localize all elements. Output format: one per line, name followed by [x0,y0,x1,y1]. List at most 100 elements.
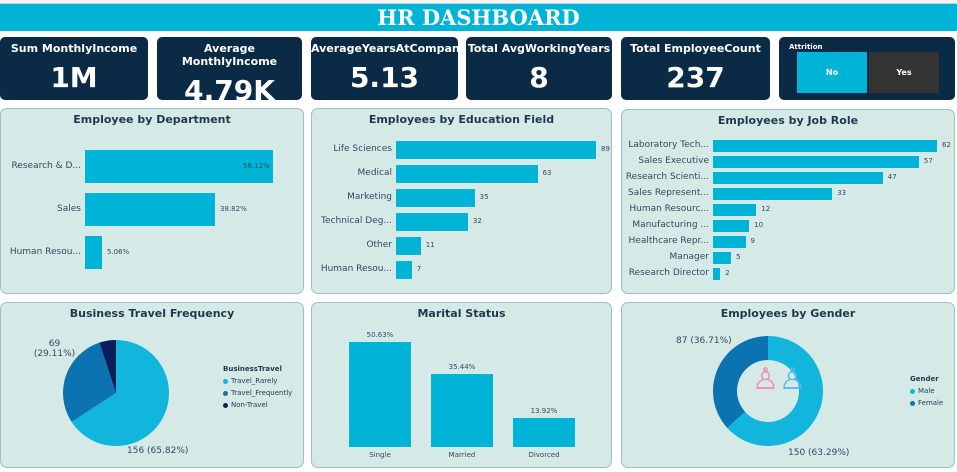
data-label: 33 [837,189,847,197]
legend: BusinessTravel Travel_Rarely Travel_Freque… [223,365,292,409]
menu-strip [0,0,957,4]
data-label: 156 (65.82%) [127,446,189,456]
legend-label: Travel_Rarely [231,377,278,385]
legend: Gender Male Female [910,375,943,407]
panel-education-field: Employees by Education Field Life Science… [311,108,612,294]
chart-title: Employee by Department [73,113,231,126]
data-label: 63 [542,169,552,177]
data-label: 32 [472,217,482,225]
legend-dot [223,402,228,408]
chart-title: Employees by Job Role [717,114,859,127]
category-label: Medical [357,168,392,178]
pie-chart [713,336,823,446]
category-label: Life Sciences [333,144,392,154]
category-label: Married [448,451,476,459]
kpi-label: Total AvgWorkingYears [467,42,611,55]
bar [713,220,750,232]
category-label: Human Resou... [9,246,81,257]
chart-title: Marital Status [417,307,506,320]
category-label: Other [366,240,392,250]
data-label: 9 [750,237,755,245]
kpi-value: 1M [50,61,98,94]
legend-label: Female [918,399,944,407]
panel-business-travel: Business Travel Frequency BusinessTravel T… [0,302,304,468]
category-label: Single [369,451,391,459]
data-label: 5.06% [106,247,130,256]
bar [396,261,412,279]
data-label: 13.92% [530,407,558,416]
bar [713,172,883,184]
bar [431,373,493,447]
data-label: 69 (29.11%) [33,339,76,359]
category-label: Research & D... [11,160,81,171]
people-icon: ♙♙ [752,362,806,397]
kpi-value: 8 [529,61,549,94]
legend-dot [910,400,915,406]
bar [713,140,937,152]
attrition-label: Attrition [789,43,823,51]
bar [396,213,468,231]
data-label: 150 (63.29%) [788,448,850,458]
attrition-no-button[interactable]: No [797,52,867,93]
legend-item: Female [910,399,943,407]
legend-item: Travel_Frequently [223,389,292,397]
kpi-label: Sum MonthlyIncome [10,42,138,55]
chart-title: Business Travel Frequency [69,307,235,320]
bar [713,188,833,200]
data-label: 7 [416,265,422,273]
category-label: Research Scienti... [625,172,709,182]
panel-gender: Employees by Gender Gender Male Female 150 (… [621,302,955,468]
category-label: Sales Executive [638,156,709,166]
data-label: 35 [479,193,489,201]
kpi-card-working-years: Total AvgWorkingYears 8 [466,37,612,100]
bar [85,236,102,269]
attrition-slicer: Attrition No Yes [779,37,955,100]
kpi-value: 5.13 [349,61,420,94]
bar [396,237,421,255]
kpi-label: Average MonthlyIncome [181,42,278,68]
panel-marital-status: Marital Status 50.63% Single 35.44% Married 1… [311,302,612,468]
legend-dot [223,378,228,384]
legend-item: Male [910,387,943,395]
bar [713,268,721,280]
legend-item: Non-Travel [223,401,292,409]
data-label: 89 [601,145,610,153]
category-label: Sales [57,203,81,214]
category-label: Manager [669,252,709,262]
data-label: 10 [754,221,764,229]
kpi-label: Total EmployeeCount [630,42,761,55]
kpi-card-avg-income: Average MonthlyIncome 4.79K [157,37,302,107]
bar [396,141,596,159]
legend-dot [223,390,228,396]
pie-slice [63,342,116,422]
pie-slice [727,336,823,446]
bar [713,252,732,264]
bar [396,189,475,207]
bar [713,204,757,216]
kpi-card-avg-years: AverageYearsAtCompany 5.13 [311,37,467,100]
legend-dot [910,388,915,394]
panel-job-role: Employees by Job Role Laboratory Tech... 6… [621,109,955,294]
category-label: Research Director [628,268,709,278]
chart-title: Employees by Education Field [368,113,555,126]
data-label: 50.63% [366,331,394,339]
data-label: 47 [887,173,897,181]
attrition-yes-button[interactable]: Yes [869,52,939,93]
legend-title: Gender [910,375,939,383]
category-label: Human Resourc... [629,204,709,214]
category-label: Healthcare Repr... [628,236,709,246]
data-label: 12 [761,205,771,213]
category-label: Marketing [347,192,392,202]
kpi-card-employee-count: Total EmployeeCount 237 [621,37,770,100]
chart-title: Employees by Gender [720,307,856,320]
data-label: 62 [942,141,951,149]
bar [396,165,538,183]
data-label: 2 [725,269,730,277]
kpi-value: 4.79K [184,74,275,107]
pie-slice [71,340,169,446]
data-label: 35.44% [448,362,476,371]
dashboard-title: HR DASHBOARD [0,4,957,31]
bar [85,150,273,183]
data-label: 87 (36.71%) [676,336,732,346]
kpi-value: 237 [666,61,725,94]
